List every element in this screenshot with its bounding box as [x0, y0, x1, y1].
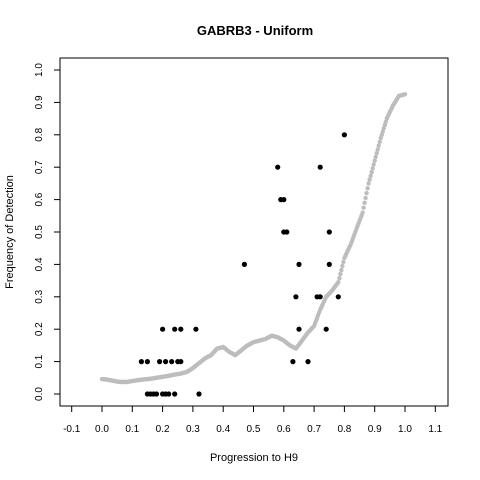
- black-point: [172, 391, 178, 397]
- grey-point: [338, 271, 343, 277]
- black-point: [144, 359, 150, 365]
- grey-point: [370, 166, 375, 171]
- x-tick-label: 0.5: [247, 424, 261, 435]
- grey-point: [369, 169, 374, 175]
- grey-point: [368, 173, 373, 178]
- black-point: [335, 294, 341, 300]
- x-tick-label: 1.0: [398, 424, 412, 435]
- grey-point: [367, 177, 372, 182]
- grey-point: [371, 162, 376, 167]
- grey-point: [365, 186, 370, 191]
- y-tick-label: 0.3: [34, 289, 45, 303]
- x-tick-label: 0.6: [277, 424, 291, 435]
- grey-point: [336, 280, 341, 285]
- black-point: [290, 359, 296, 365]
- y-tick-label: 0.8: [34, 127, 45, 141]
- y-axis-label: Frequency of Detection: [4, 175, 16, 289]
- grey-point: [340, 263, 345, 269]
- black-point: [163, 359, 169, 365]
- y-tick-label: 0.1: [34, 354, 45, 368]
- grey-point: [380, 129, 385, 134]
- black-point: [317, 294, 323, 300]
- black-point: [296, 326, 302, 332]
- black-point: [196, 391, 202, 397]
- y-tick-label: 0.5: [34, 225, 45, 239]
- grey-point: [373, 154, 378, 160]
- grey-point: [360, 210, 365, 215]
- y-tick-label: 0.9: [34, 95, 45, 109]
- black-point: [281, 197, 287, 203]
- x-tick-label: -0.1: [63, 424, 81, 435]
- x-tick-label: 0.9: [368, 424, 382, 435]
- black-point: [138, 359, 144, 365]
- y-tick-label: 0.0: [34, 387, 45, 401]
- grey-point: [366, 181, 371, 186]
- grey-point: [337, 276, 342, 281]
- black-point: [317, 164, 323, 170]
- y-axis: 0.0 0.1 0.2 0.3 0.4 0.5 0.6 0.7 0.8 0.9 1.0: [34, 63, 60, 401]
- black-point: [166, 391, 172, 397]
- grey-point: [339, 267, 344, 273]
- black-point: [193, 326, 199, 332]
- black-point: [305, 359, 311, 365]
- grey-point: [374, 151, 379, 156]
- x-tick-label: 0.0: [95, 424, 109, 435]
- grey-point: [341, 259, 346, 265]
- x-tick-label: 1.1: [428, 424, 442, 435]
- x-tick-label: 0.8: [337, 424, 351, 435]
- grey-point: [382, 122, 387, 128]
- grey-point: [375, 147, 380, 152]
- black-point: [326, 261, 332, 267]
- black-point: [293, 294, 299, 300]
- black-point: [172, 326, 178, 332]
- data-points: [99, 92, 408, 397]
- black-point: [326, 229, 332, 235]
- black-point: [157, 359, 163, 365]
- y-tick-label: 0.4: [34, 257, 45, 271]
- grey-point: [372, 158, 377, 163]
- x-tick-label: 0.3: [186, 424, 200, 435]
- chart-title: GABRB3 - Uniform: [197, 23, 313, 38]
- y-tick-label: 0.2: [34, 322, 45, 336]
- grey-point: [402, 92, 408, 97]
- x-tick-label: 0.7: [307, 424, 321, 435]
- y-tick-label: 1.0: [34, 63, 45, 77]
- black-point: [153, 391, 160, 397]
- grey-point: [376, 143, 381, 148]
- grey-point: [361, 205, 366, 210]
- grey-point: [363, 195, 368, 201]
- x-axis-label: Progression to H9: [210, 452, 298, 464]
- black-point: [284, 229, 290, 235]
- black-point: [341, 132, 347, 138]
- grey-point: [377, 139, 382, 144]
- black-point: [275, 164, 281, 170]
- x-tick-label: 0.1: [125, 424, 139, 435]
- black-point: [178, 359, 184, 365]
- black-point: [323, 326, 329, 332]
- x-axis: -0.1 0.0 0.1 0.2 0.3 0.4 0.5 0.6 0.7 0.8 0.9 1.0 1.1: [63, 406, 443, 435]
- x-tick-label: 0.2: [156, 424, 170, 435]
- black-point: [178, 326, 184, 332]
- black-point: [296, 261, 302, 267]
- grey-point: [364, 190, 369, 196]
- grey-point: [362, 200, 367, 205]
- x-tick-label: 0.4: [216, 424, 230, 435]
- black-point: [160, 326, 166, 332]
- black-point: [241, 261, 247, 267]
- y-tick-label: 0.6: [34, 192, 45, 206]
- black-point: [169, 359, 175, 365]
- y-tick-label: 0.7: [34, 160, 45, 174]
